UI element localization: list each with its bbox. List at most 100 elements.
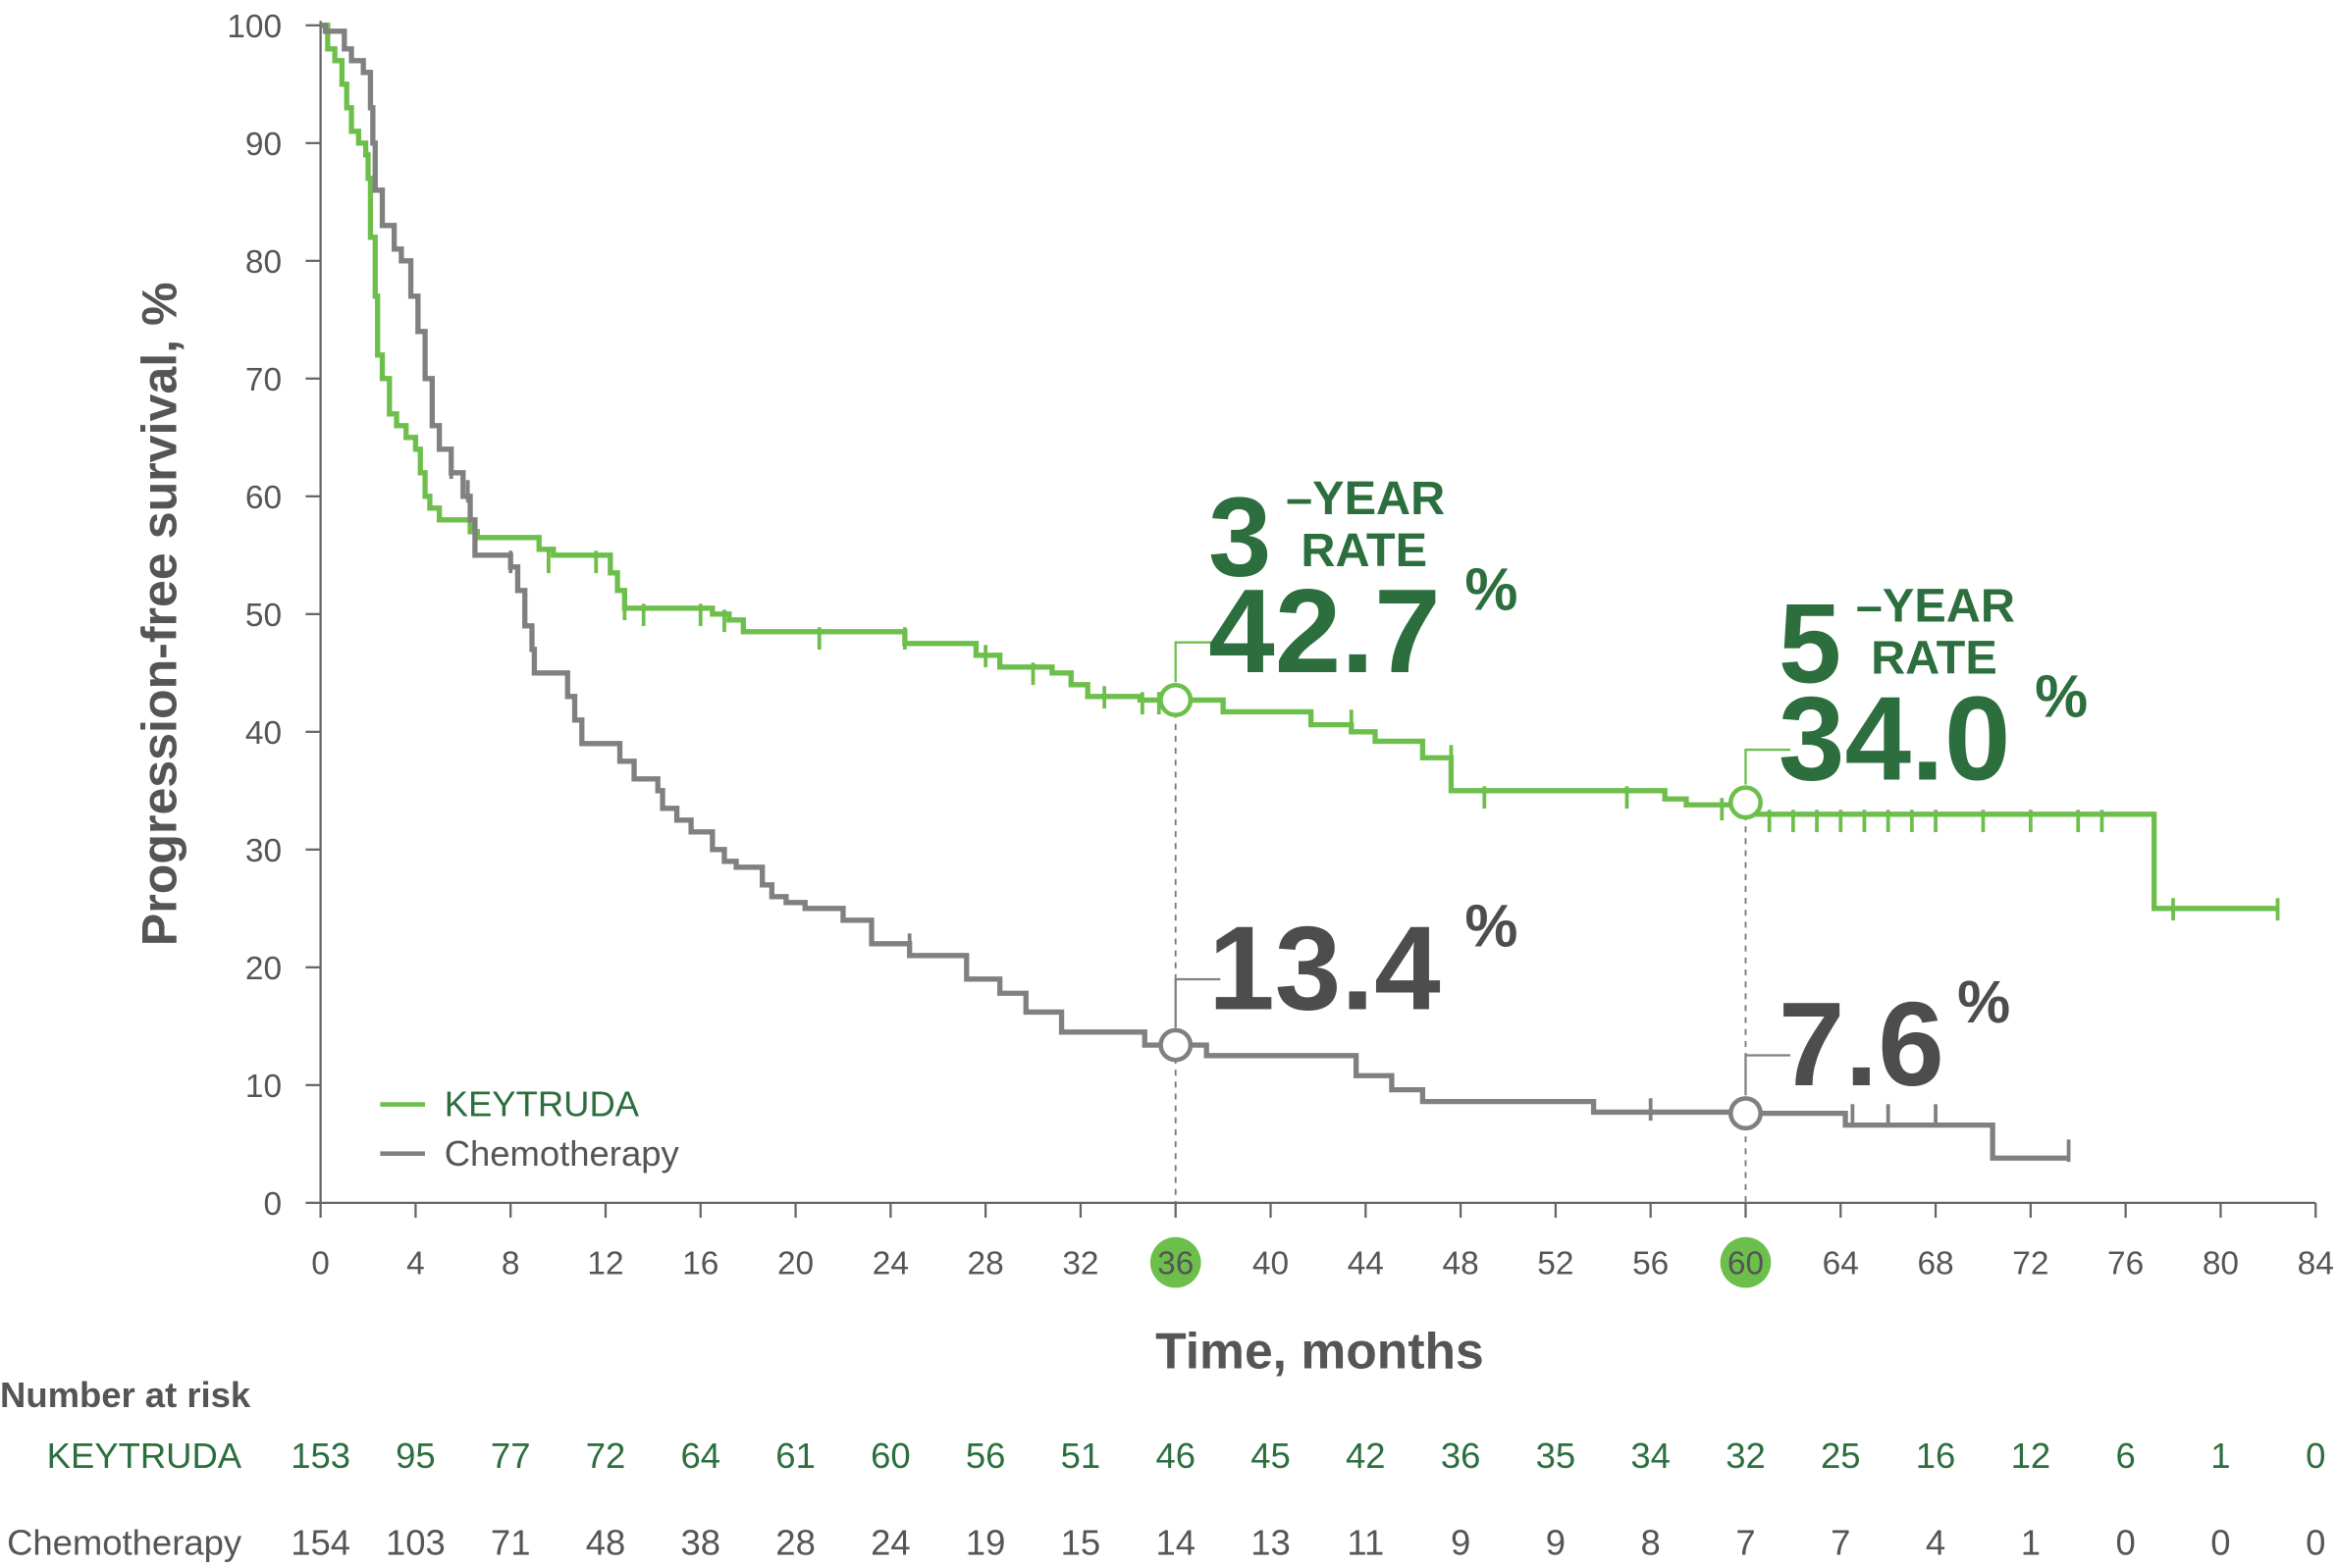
x-tick-label: 84 [2298, 1246, 2334, 1282]
risk-value: 1 [2021, 1522, 2041, 1562]
x-axis-label: Time, months [1155, 1322, 1484, 1379]
callout-leader [1174, 641, 1221, 683]
x-tick-highlight [1149, 1236, 1201, 1288]
y-tick-label: 80 [245, 244, 282, 281]
risk-value: 77 [491, 1436, 531, 1476]
risk-value: 0 [2115, 1522, 2135, 1562]
risk-value: 35 [1536, 1436, 1576, 1476]
risk-value: 7 [1735, 1522, 1755, 1562]
x-tick-label: 4 [406, 1246, 425, 1282]
callout-leader [1744, 748, 1791, 785]
risk-value: 95 [396, 1436, 436, 1476]
risk-value: 12 [2011, 1436, 2051, 1476]
risk-value: 153 [291, 1436, 350, 1476]
risk-table-title: Number at risk [0, 1375, 251, 1415]
risk-value: 38 [681, 1522, 721, 1562]
x-tick-label: 40 [1252, 1246, 1289, 1282]
risk-value: 16 [1916, 1436, 1956, 1476]
y-tick-label: 100 [227, 9, 282, 45]
risk-row-label-keytruda: KEYTRUDA [47, 1436, 242, 1476]
rate-unit: % [1464, 893, 1517, 960]
risk-value: 15 [1061, 1522, 1101, 1562]
risk-value: 48 [586, 1522, 626, 1562]
series [320, 23, 2280, 1163]
risk-value: 154 [291, 1522, 350, 1562]
x-tick-label: 36 [1157, 1246, 1194, 1282]
rate-unit: % [2035, 663, 2088, 730]
x-tick-label: 24 [873, 1246, 909, 1282]
rate-unit: % [1957, 968, 2010, 1035]
risk-value: 72 [586, 1436, 626, 1476]
risk-value: 71 [491, 1522, 531, 1562]
risk-value: 11 [1347, 1522, 1384, 1562]
risk-value: 9 [1451, 1522, 1470, 1562]
rate-value: 34.0 [1779, 671, 2011, 805]
x-tick-label: 28 [968, 1246, 1004, 1282]
x-tick-label: 12 [587, 1246, 623, 1282]
risk-value: 7 [1831, 1522, 1850, 1562]
rate-marker [1728, 1096, 1763, 1131]
risk-value: 0 [2306, 1522, 2325, 1562]
x-tick-label: 64 [1823, 1246, 1859, 1282]
x-tick-label: 80 [2203, 1246, 2239, 1282]
legend: KEYTRUDA Chemotherapy [380, 1084, 679, 1174]
rate-value: 13.4 [1208, 901, 1441, 1034]
legend-label-chemo: Chemotherapy [445, 1133, 680, 1174]
rate-year-label: –YEAR [1286, 472, 1445, 525]
risk-value: 24 [871, 1522, 911, 1562]
x-tick-label: 56 [1632, 1246, 1669, 1282]
risk-value: 0 [2210, 1522, 2230, 1562]
y-tick-label: 40 [245, 715, 282, 752]
x-tick-highlight [1720, 1236, 1772, 1288]
x-tick-label: 44 [1348, 1246, 1384, 1282]
x-tick-label: 32 [1062, 1246, 1098, 1282]
risk-value: 64 [681, 1436, 721, 1476]
rate-year-number: 3 [1208, 473, 1271, 600]
rate-marker [1158, 1027, 1194, 1063]
risk-value: 42 [1346, 1436, 1386, 1476]
x-tick-label: 60 [1727, 1246, 1764, 1282]
rate-marker [1158, 682, 1194, 717]
risk-value: 19 [966, 1522, 1006, 1562]
rate-year-number: 5 [1779, 581, 1841, 707]
rate-value: 42.7 [1208, 564, 1441, 698]
x-tick-label: 0 [311, 1246, 330, 1282]
legend-label-keytruda: KEYTRUDA [445, 1084, 640, 1124]
risk-value: 103 [386, 1522, 446, 1562]
y-tick-label: 30 [245, 833, 282, 869]
y-tick-label: 70 [245, 362, 282, 398]
y-tick-label: 20 [245, 951, 282, 987]
x-tick-label: 8 [502, 1246, 520, 1282]
rate-value: 7.6 [1779, 977, 1944, 1111]
chemo-curve [320, 23, 2069, 1161]
x-tick-label: 52 [1537, 1246, 1573, 1282]
y-tick-label: 10 [245, 1069, 282, 1105]
risk-value: 0 [2306, 1436, 2325, 1476]
y-axis-label: Progression-free survival, % [132, 282, 186, 946]
risk-value: 60 [871, 1436, 911, 1476]
risk-value: 45 [1250, 1436, 1291, 1476]
risk-value: 6 [2115, 1436, 2135, 1476]
x-tick-label: 16 [682, 1246, 718, 1282]
risk-value: 13 [1250, 1522, 1291, 1562]
rate-marker [1728, 785, 1763, 820]
risk-row-label-chemo: Chemotherapy [7, 1522, 242, 1562]
risk-value: 9 [1546, 1522, 1566, 1562]
risk-value: 46 [1155, 1436, 1196, 1476]
x-tick-label: 20 [777, 1246, 814, 1282]
risk-value: 28 [775, 1522, 816, 1562]
risk-value: 14 [1155, 1522, 1196, 1562]
risk-value: 25 [1821, 1436, 1861, 1476]
risk-value: 34 [1630, 1436, 1671, 1476]
rate-rate-label: RATE [1871, 632, 1997, 685]
callout-leader [1744, 1054, 1791, 1096]
x-tick-label: 48 [1443, 1246, 1479, 1282]
callout-leader [1174, 977, 1221, 1027]
rate-unit: % [1464, 555, 1517, 622]
risk-value: 56 [966, 1436, 1006, 1476]
x-tick-label: 72 [2012, 1246, 2048, 1282]
risk-value: 1 [2210, 1436, 2230, 1476]
